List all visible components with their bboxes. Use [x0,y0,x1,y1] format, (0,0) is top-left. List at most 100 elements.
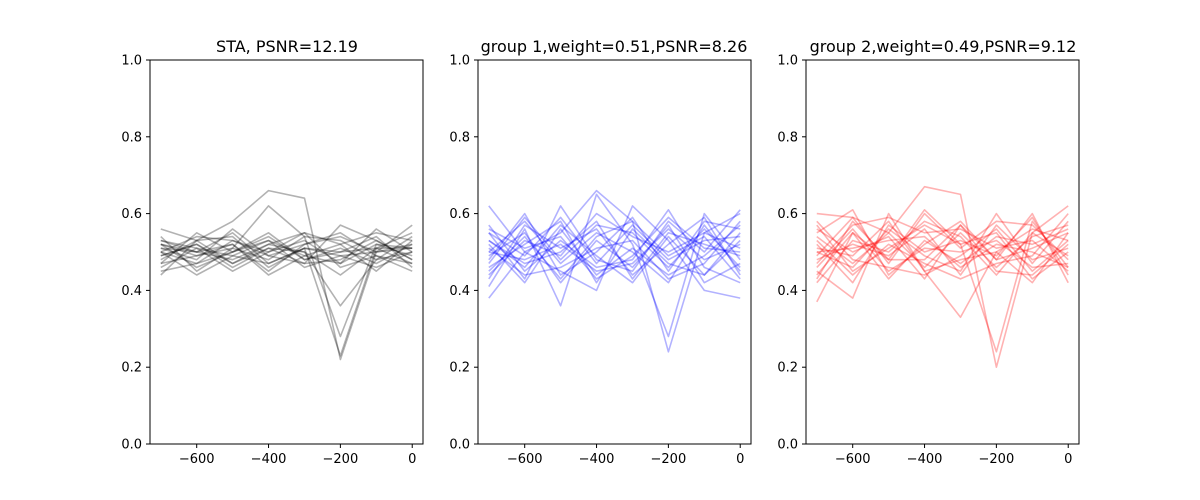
series-line-12 [816,216,1069,284]
series-line-4 [816,212,1069,273]
panel-title: group 1,weight=0.51,PSNR=8.26 [481,37,748,56]
x-tick-label: −200 [323,452,359,467]
series-line-9 [816,212,1069,265]
trace-group [816,185,1069,369]
series-line-19 [160,232,413,265]
x-tick-label: −400 [907,452,943,467]
series-line-7 [160,232,413,269]
y-tick-label: 0.2 [777,361,798,376]
series-line-4 [160,224,413,265]
series-line-0 [816,185,1069,369]
series-line-0 [160,189,413,361]
series-line-9 [160,239,413,273]
series-line-4 [488,220,741,284]
series-line-13 [488,216,741,280]
x-tick-label: 0 [408,452,416,467]
series-line-1 [160,205,413,338]
axes-frame [805,59,1080,445]
x-tick-label: 0 [1064,452,1072,467]
y-tick-label: 0.6 [777,207,798,222]
series-line-10 [160,232,413,269]
x-tick-label: −200 [651,452,687,467]
series-line-10 [488,224,741,284]
y-axis: 0.0 0.2 0.4 0.6 0.8 1.0 [777,54,806,453]
series-line-17 [160,232,413,273]
y-axis: 0.0 0.2 0.4 0.6 0.8 1.0 [121,54,150,453]
series-line-14 [488,220,741,280]
series-line-2 [816,212,1069,319]
panel-group-1: group 1,weight=0.51,PSNR=8.26 0.00.20.40… [449,37,752,467]
series-line-13 [816,224,1069,276]
series-line-15 [816,228,1069,273]
series-line-6 [488,220,741,280]
series-line-8 [488,209,741,284]
y-tick-label: 0.2 [449,361,470,376]
panel-title: group 2,weight=0.49,PSNR=9.12 [810,37,1077,56]
series-line-1 [816,209,1069,353]
y-tick-label: 0.0 [777,438,798,453]
series-line-18 [816,220,1069,280]
series-line-6 [816,220,1069,276]
series-line-5 [160,232,413,269]
y-axis: 0.0 0.2 0.4 0.6 0.8 1.0 [449,54,478,453]
series-line-11 [488,224,741,284]
y-tick-label: 0.4 [121,284,142,299]
y-tick-label: 0.8 [449,130,470,145]
series-line-12 [488,216,741,265]
x-tick-label: −200 [979,452,1015,467]
series-line-17 [488,224,741,284]
series-line-5 [488,220,741,284]
series-line-15 [488,216,741,280]
series-line-12 [160,243,413,276]
series-line-18 [488,220,741,280]
y-tick-label: 0.6 [449,207,470,222]
y-tick-label: 1.0 [121,54,142,69]
series-line-8 [160,224,413,265]
series-line-2 [160,239,413,307]
panel-sta: STA, PSNR=12.19 0.0 0.2 0.4 0.6 0.8 1.0 −600 −… [121,37,424,467]
series-line-16 [816,220,1069,273]
series-line-6 [160,232,413,276]
trace-group [160,189,413,361]
series-line-17 [816,224,1069,280]
series-line-3 [816,209,1069,284]
x-axis: −600 −400 −200 0 [835,444,1072,467]
series-line-1 [488,193,741,338]
series-line-3 [488,205,741,280]
y-tick-label: 0.0 [121,438,142,453]
y-tick-label: 0.6 [121,207,142,222]
panel-title: STA, PSNR=12.19 [216,37,358,56]
x-tick-label: −400 [579,452,615,467]
series-line-7 [488,212,741,276]
series-line-10 [816,224,1069,280]
series-line-5 [816,220,1069,284]
series-line-3 [160,232,413,357]
panel-group-2: group 2,weight=0.49,PSNR=9.12 0.00.20.40… [777,37,1080,467]
x-tick-label: −600 [507,452,543,467]
series-line-14 [160,239,413,269]
series-line-11 [160,235,413,269]
series-line-19 [816,235,1069,269]
series-line-11 [816,228,1069,280]
y-tick-label: 0.4 [777,284,798,299]
series-line-0 [488,189,741,353]
series-line-7 [816,216,1069,272]
series-line-9 [488,212,741,276]
y-tick-label: 0.2 [121,361,142,376]
y-tick-label: 0.8 [121,130,142,145]
series-line-2 [488,205,741,299]
y-tick-label: 0.8 [777,130,798,145]
axes-frame [149,59,424,445]
series-line-16 [160,228,413,265]
axes-frame [477,59,752,445]
series-line-14 [816,224,1069,269]
series-line-13 [160,235,413,273]
series-line-18 [160,235,413,272]
x-tick-label: 0 [736,452,744,467]
x-axis: −600 −400 −200 0 [179,444,416,467]
y-tick-label: 1.0 [777,54,798,69]
x-axis: −600 −400 −200 0 [507,444,744,467]
x-tick-label: −600 [179,452,215,467]
y-tick-label: 1.0 [449,54,470,69]
